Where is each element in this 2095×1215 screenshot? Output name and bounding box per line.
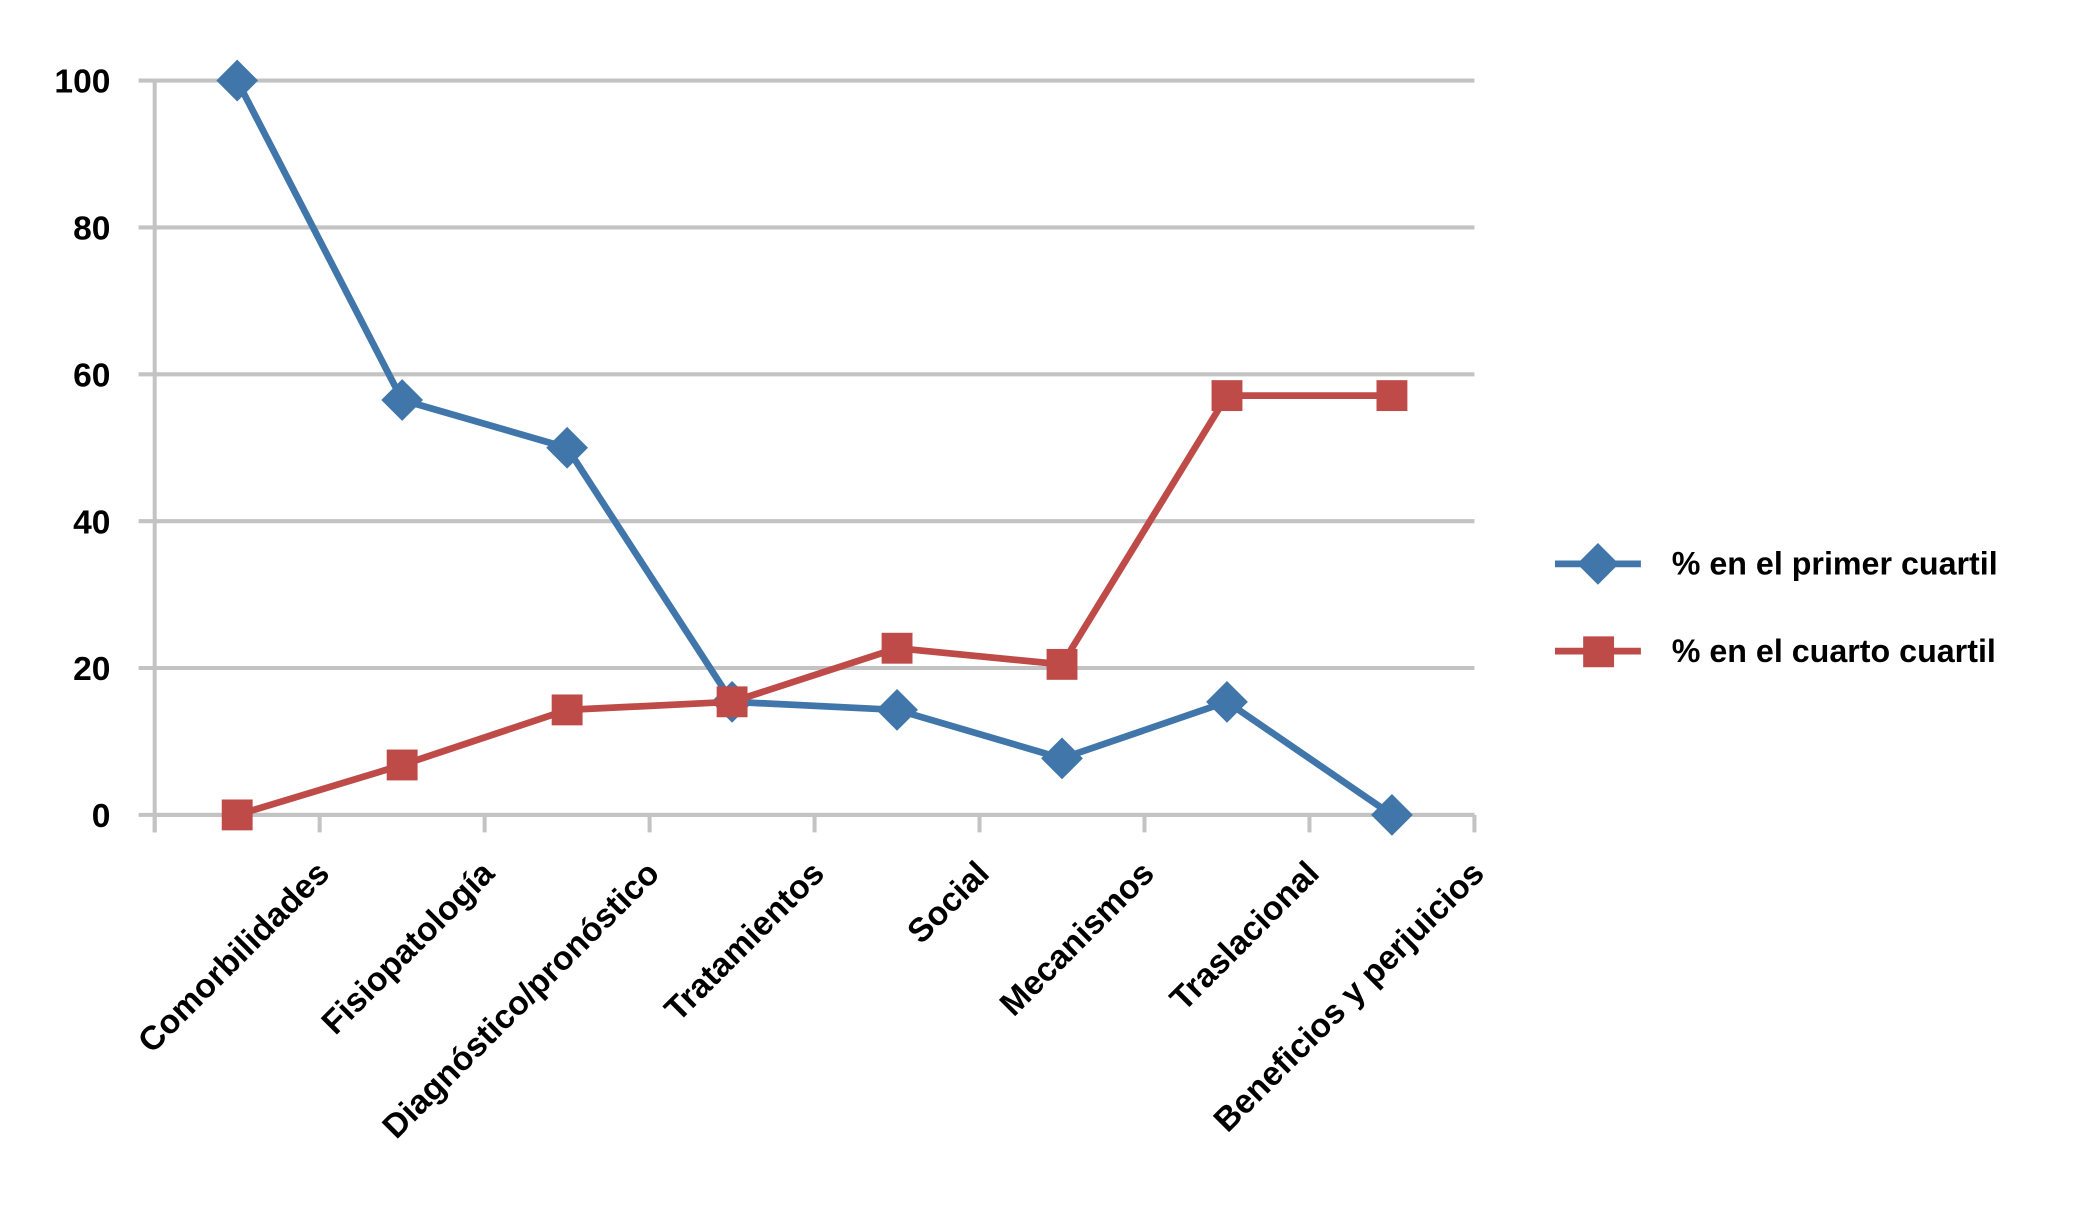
series-0 — [216, 59, 1413, 836]
data-point-square — [386, 749, 418, 781]
data-point-square — [716, 686, 748, 718]
y-tick-label: 20 — [73, 651, 110, 688]
data-point-diamond — [546, 426, 589, 469]
x-tick-label: Social — [901, 855, 997, 951]
axes — [138, 78, 1477, 833]
data-point-diamond — [1206, 680, 1248, 723]
y-tick-label: 80 — [73, 211, 110, 248]
data-point-square — [221, 799, 253, 831]
series-lines — [216, 59, 1413, 836]
y-tick-label: 100 — [54, 64, 110, 101]
legend-item-0: % en el primer cuartil — [1554, 542, 1998, 585]
data-point-diamond — [876, 689, 918, 731]
x-tick-label: Diagnóstico/pronóstico — [376, 855, 667, 1146]
x-tick-label: Tratamientos — [658, 855, 832, 1029]
y-tick-label: 60 — [73, 357, 110, 394]
y-tick-label: 0 — [92, 798, 111, 835]
series-1 — [221, 380, 1408, 831]
data-point-diamond — [216, 59, 259, 102]
y-tick-label: 40 — [73, 504, 110, 541]
legend-diamond-marker — [1577, 542, 1619, 585]
legend-label-1: % en el cuarto cuartil — [1672, 633, 1996, 669]
x-tick-label: Mecanismos — [993, 855, 1162, 1024]
x-tick-label: Fisiopatología — [315, 855, 502, 1042]
x-tick-labels: ComorbilidadesFisiopatologíaDiagnóstico/… — [131, 855, 1491, 1146]
x-tick-label: Beneficios y perjuicios — [1207, 855, 1492, 1140]
data-point-square — [881, 632, 913, 664]
x-tick-label: Traslacional — [1163, 855, 1326, 1018]
legend-label-0: % en el primer cuartil — [1672, 546, 1998, 582]
series-line — [234, 79, 1394, 818]
data-point-square — [551, 694, 583, 726]
series-line — [236, 392, 1392, 819]
data-point-square — [1211, 380, 1243, 412]
x-tick-label: Comorbilidades — [131, 855, 336, 1060]
data-point-diamond — [1371, 794, 1413, 836]
data-point-square — [1046, 648, 1078, 680]
y-tick-labels: 0 20 40 60 80 100 — [54, 64, 110, 835]
data-point-diamond — [381, 379, 424, 421]
legend-square-marker — [1583, 636, 1615, 668]
legend-item-1: % en el cuarto cuartil — [1554, 633, 1996, 669]
data-point-square — [1376, 380, 1408, 412]
legend: % en el primer cuartil % en el cuarto cu… — [1554, 542, 1998, 669]
data-point-diamond — [1041, 737, 1083, 780]
